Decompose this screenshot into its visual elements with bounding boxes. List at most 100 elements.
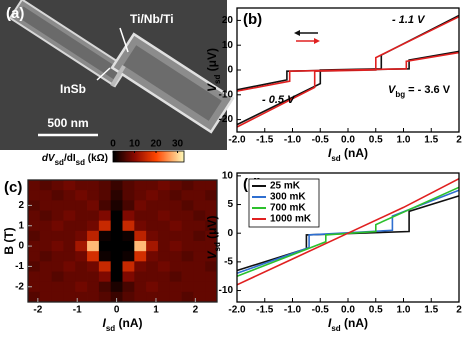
heat-cell (205, 210, 218, 222)
heat-cell (193, 281, 206, 293)
x-axis-label: Isd (nA) (102, 316, 142, 332)
colorbar-swatch (156, 151, 159, 162)
heat-cell (146, 271, 159, 283)
annotation: InSb (60, 82, 86, 96)
heat-cell (181, 261, 194, 272)
annotation-part: = - 3.6 V (405, 84, 451, 96)
data-line (236, 15, 460, 128)
legend-label: 1000 mK (270, 214, 312, 225)
colorbar-swatch (172, 151, 174, 162)
y-tick-label: 0 (18, 241, 24, 252)
heat-cell (110, 190, 123, 201)
y-tick-label: -10 (219, 89, 234, 100)
y-axis-label-sub: sd (213, 242, 222, 251)
colorbar-swatch (154, 151, 157, 162)
heat-cell (98, 200, 112, 211)
x-axis-label-sub: sd (106, 324, 115, 333)
y-tick-label: -2 (15, 281, 24, 292)
heat-cell (157, 190, 171, 201)
colorbar-swatch (162, 151, 165, 162)
colorbar-swatch (157, 151, 160, 162)
colorbar-swatch (174, 151, 177, 162)
heat-cell (63, 200, 76, 211)
colorbar-label: dVsd/dIsd (kΩ) (42, 153, 108, 167)
heat-cell (98, 190, 112, 201)
panel: -2.0-1.5-1.0-0.50.00.51.01.52-10-50510(d… (219, 171, 463, 316)
heat-cell (146, 190, 159, 201)
legend-label: 700 mK (270, 203, 306, 214)
heat-cell (39, 220, 53, 232)
heat-cell (146, 180, 159, 191)
y-tick-label: 0 (227, 65, 233, 76)
heat-cell (75, 271, 88, 283)
heat-cell (122, 180, 135, 191)
heat-cell (110, 251, 123, 262)
x-tick-label: -0.5 (312, 305, 330, 316)
heat-cell (87, 291, 100, 303)
y-tick-label: 20 (222, 15, 234, 26)
heat-cell (75, 210, 88, 222)
heat-cell (146, 261, 159, 272)
heat-cell (63, 241, 76, 252)
right-electrode (110, 32, 235, 134)
panel-label: (c) (4, 179, 22, 196)
plot-frame (27, 179, 218, 303)
heat-cell (110, 180, 123, 191)
scale-bar-label: 500 nm (47, 116, 88, 130)
colorbar-swatch (134, 151, 136, 162)
heat-cell (134, 180, 147, 191)
sweep-arrows (294, 30, 320, 44)
colorbar-swatch (165, 151, 167, 162)
heat-cell (157, 251, 171, 262)
colorbar-swatch (120, 151, 122, 162)
heat-cell (122, 281, 135, 293)
heat-cell (157, 271, 171, 283)
heat-cell (181, 210, 194, 222)
heat-cell (157, 281, 171, 293)
colorbar-swatch (142, 151, 145, 162)
heat-cell (51, 190, 64, 201)
heat-cell (28, 241, 41, 252)
heat-cell (122, 251, 135, 262)
heat-cell (75, 200, 88, 211)
heat-cell (39, 291, 53, 303)
heat-cell (28, 200, 41, 211)
heat-cell (98, 210, 112, 222)
y-tick-label: 1 (18, 220, 24, 231)
colorbar-swatch (130, 151, 133, 162)
colorbar-swatch (133, 151, 135, 162)
colorbar-swatch (178, 151, 180, 162)
heat-cell (181, 271, 194, 283)
heat-cell (110, 200, 123, 211)
heat-cell (98, 230, 112, 242)
heat-cell (205, 220, 218, 232)
heat-cell (39, 190, 53, 201)
heat-cell (205, 241, 218, 252)
annotation: - 1.1 V (392, 14, 426, 26)
heat-cell (157, 230, 171, 242)
x-tick-label: 2 (193, 305, 199, 316)
colorbar-swatch (175, 151, 178, 162)
heat-cell (63, 230, 76, 242)
colorbar-swatch (115, 151, 118, 162)
heat-cell (169, 271, 182, 283)
x-tick-label: -0.5 (312, 135, 330, 146)
heat-cell (181, 230, 194, 242)
x-tick-label: 1 (153, 305, 159, 316)
panel: -2.0 -1.5 -1.0 -0.5 0.0 0.5 1.0 1.5 2 -20 -10 0 10 20… (219, 7, 462, 146)
heat-cell (169, 210, 182, 222)
colorbar-swatch (127, 151, 129, 162)
x-tick-label: 1.0 (397, 135, 411, 146)
heat-cell (122, 230, 135, 242)
colorbar-swatch (147, 151, 149, 162)
annotation: - 0.5 V (262, 94, 296, 106)
nanowire (110, 64, 126, 88)
heat-cell (98, 251, 112, 262)
heat-cell (51, 180, 64, 191)
heat-cell (169, 281, 182, 293)
heat-cell (169, 241, 182, 252)
heat-cell (134, 291, 147, 303)
heat-cell (75, 180, 88, 191)
colorbar-swatch (123, 151, 126, 162)
